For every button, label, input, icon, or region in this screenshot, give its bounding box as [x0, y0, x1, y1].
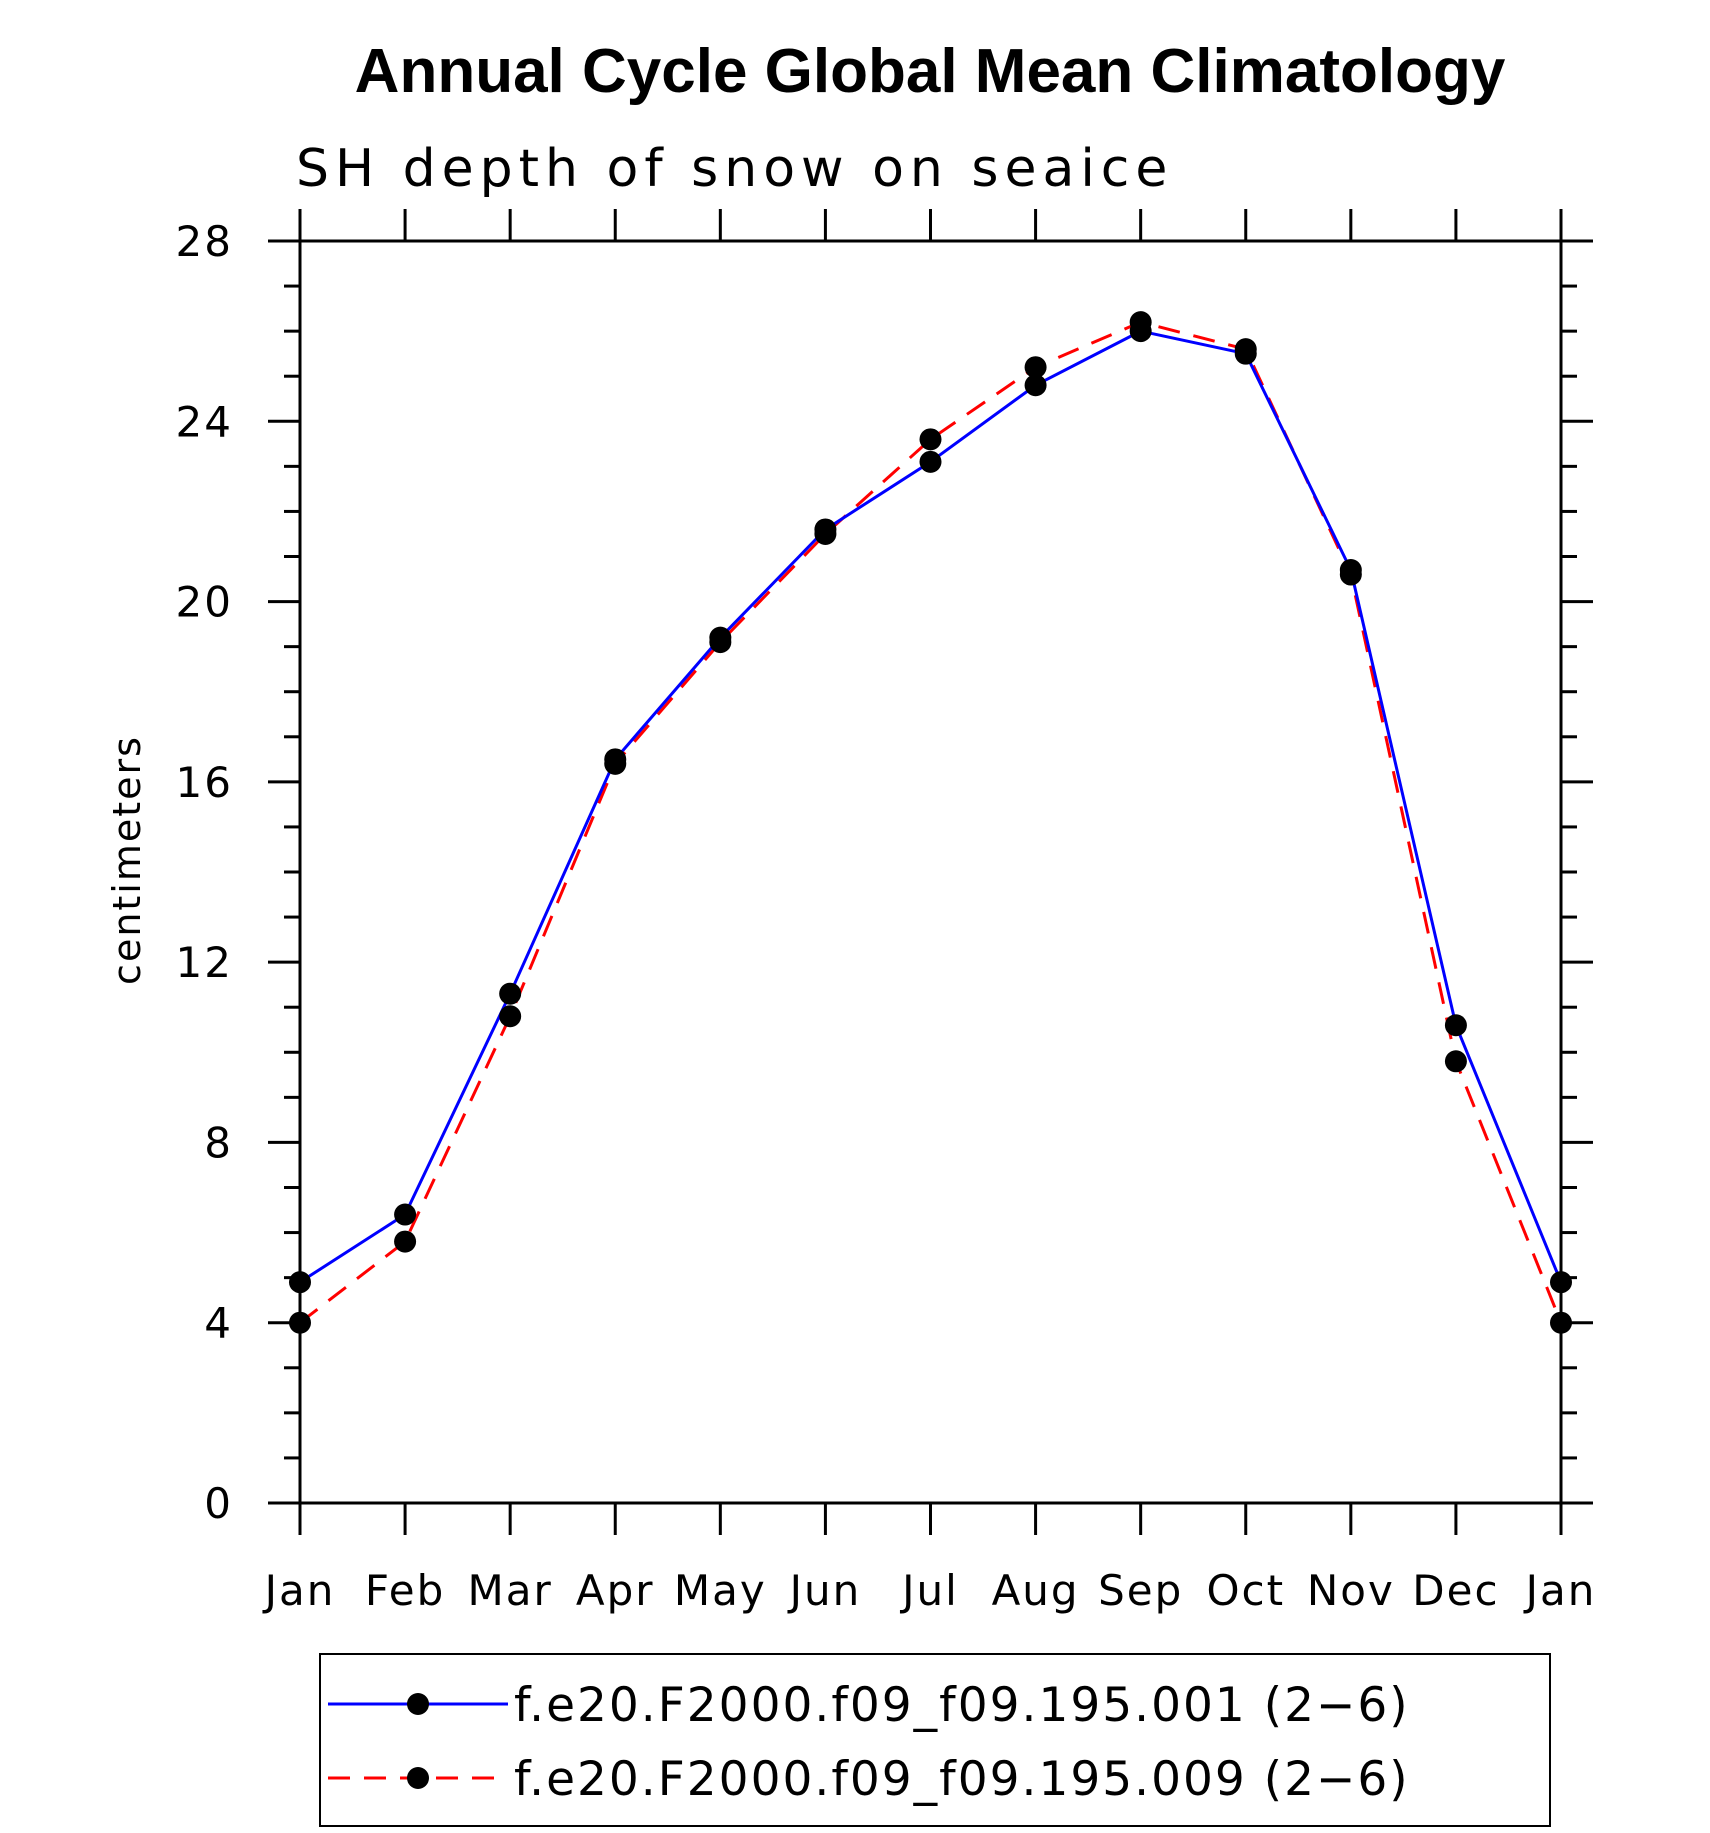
x-tick-label: Jun [787, 1566, 862, 1615]
data-point [289, 1311, 311, 1334]
data-point [1550, 1271, 1572, 1294]
data-point [814, 522, 837, 545]
y-tick-label: 28 [176, 217, 233, 266]
x-tick-label: Nov [1307, 1566, 1395, 1615]
legend-label-1: f.e20.F2000.f09_f09.195.001 (2−6) [514, 1678, 1410, 1733]
x-tick-label: Apr [576, 1566, 655, 1615]
x-tick-label: Jul [899, 1566, 959, 1615]
x-tick-label: Mar [468, 1566, 553, 1615]
data-point [1024, 374, 1047, 397]
x-tick-label: Jan [1523, 1566, 1597, 1615]
data-point [1444, 1014, 1467, 1037]
data-point [289, 1271, 311, 1294]
series-line-1 [299, 329, 1563, 1284]
chart-subtitle: SH depth of snow on seaice [296, 139, 1173, 199]
y-tick-label: 12 [176, 938, 233, 987]
data-point [1024, 356, 1047, 379]
y-tick-label: 20 [176, 578, 233, 627]
x-tick-label: Dec [1412, 1566, 1499, 1615]
x-tick-label: Sep [1098, 1566, 1183, 1615]
y-tick-label: 8 [204, 1118, 233, 1167]
y-tick-label: 16 [176, 758, 233, 807]
plot-layer: 0 4 8 12 16 20 24 28 Jan Feb Mar Apr May Jun Jul Aug Sep… [176, 209, 1597, 1615]
data-point [1444, 1050, 1467, 1073]
legend-swatch-marker-1 [407, 1693, 429, 1715]
legend-box [319, 1653, 1551, 1827]
legend: f.e20.F2000.f09_f09.195.001 (2−6) f.e20.F… [319, 1653, 1551, 1827]
data-point [499, 982, 522, 1005]
y-tick-label: 0 [204, 1479, 233, 1528]
data-point [919, 450, 942, 473]
data-point [1339, 563, 1362, 586]
y-axis-label: centimeters [105, 735, 149, 985]
data-point [604, 752, 627, 775]
x-tick-label: Feb [365, 1566, 445, 1615]
data-point [394, 1203, 417, 1226]
data-point [1234, 338, 1257, 361]
data-point [1129, 311, 1152, 334]
x-tick-label: Aug [992, 1566, 1080, 1615]
x-tick-label: Jan [262, 1566, 336, 1615]
y-tick-label: 24 [176, 397, 233, 446]
data-point [709, 631, 732, 654]
x-tick-label: Oct [1206, 1566, 1285, 1615]
legend-swatch-marker-2 [407, 1767, 429, 1789]
data-point [394, 1230, 417, 1253]
data-point [919, 428, 942, 451]
y-tick-label: 4 [204, 1299, 233, 1348]
chart-title: Annual Cycle Global Mean Climatology [355, 37, 1506, 106]
data-point [499, 1005, 522, 1028]
legend-label-2: f.e20.F2000.f09_f09.195.009 (2−6) [514, 1752, 1410, 1807]
data-point [1550, 1311, 1572, 1334]
x-tick-label: May [674, 1566, 767, 1615]
